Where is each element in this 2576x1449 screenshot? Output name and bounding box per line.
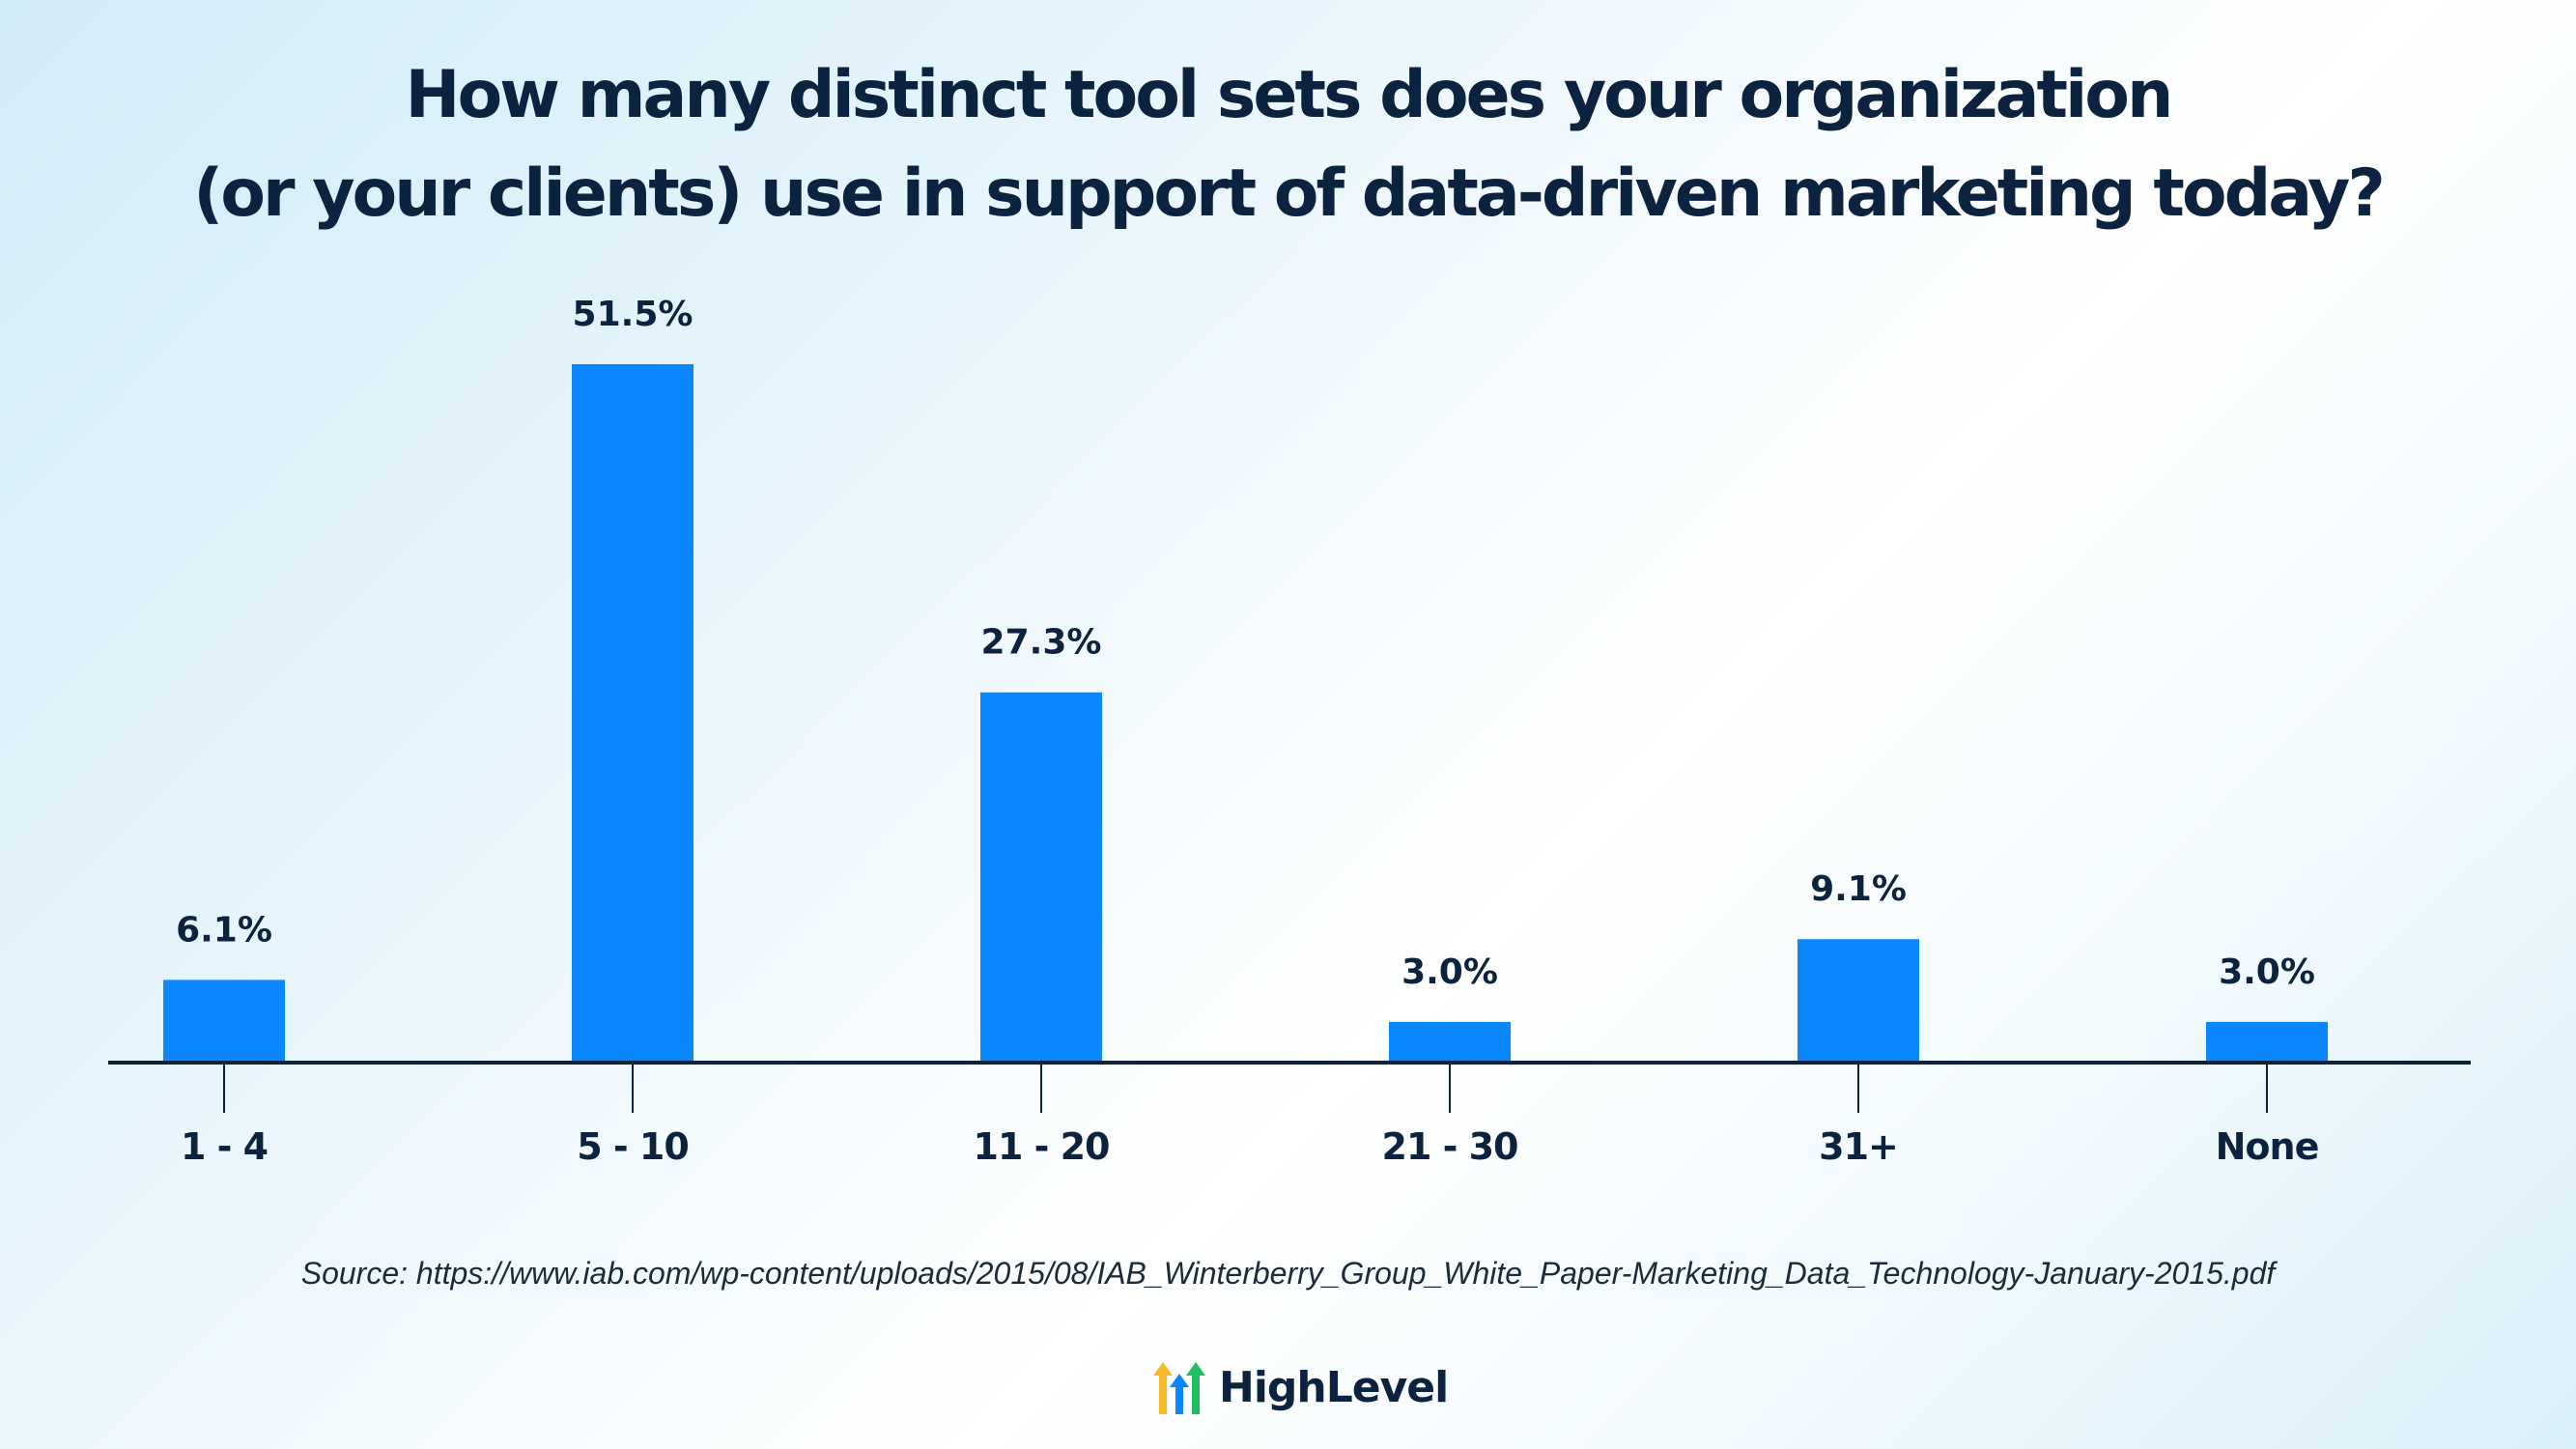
x-tick-label-2: 5 - 10 bbox=[577, 1125, 689, 1168]
chart-title: How many distinct tool sets does your or… bbox=[0, 46, 2576, 243]
brand-logo: HighLevel bbox=[1149, 1357, 1449, 1417]
bar-5 bbox=[1798, 939, 1919, 1063]
source-citation: Source: https://www.iab.com/wp-content/u… bbox=[300, 1256, 2276, 1291]
x-tick-label-4: 21 - 30 bbox=[1382, 1125, 1518, 1168]
chart-title-line-1: How many distinct tool sets does your or… bbox=[405, 57, 2174, 133]
data-label-6: 3.0% bbox=[2219, 952, 2315, 992]
highlevel-arrows-icon bbox=[1153, 1362, 1205, 1414]
x-tick-label-6: None bbox=[2216, 1125, 2319, 1168]
data-label-1: 6.1% bbox=[176, 910, 272, 950]
bar-1 bbox=[163, 980, 285, 1063]
brand-name: HighLevel bbox=[1219, 1362, 1449, 1412]
bar-2 bbox=[572, 364, 694, 1063]
chart-title-line-2: (or your clients) use in support of data… bbox=[193, 156, 2386, 232]
data-label-4: 3.0% bbox=[1401, 952, 1498, 992]
bar-3 bbox=[980, 692, 1102, 1063]
data-label-5: 9.1% bbox=[1810, 869, 1907, 909]
data-label-3: 27.3% bbox=[981, 623, 1102, 663]
x-tick-label-1: 1 - 4 bbox=[181, 1125, 268, 1168]
x-tick-label-3: 11 - 20 bbox=[974, 1125, 1110, 1168]
bar-6 bbox=[2206, 1021, 2328, 1063]
x-tick-label-5: 31+ bbox=[1819, 1125, 1898, 1168]
data-label-2: 51.5% bbox=[573, 295, 694, 334]
bar-4 bbox=[1389, 1021, 1511, 1063]
